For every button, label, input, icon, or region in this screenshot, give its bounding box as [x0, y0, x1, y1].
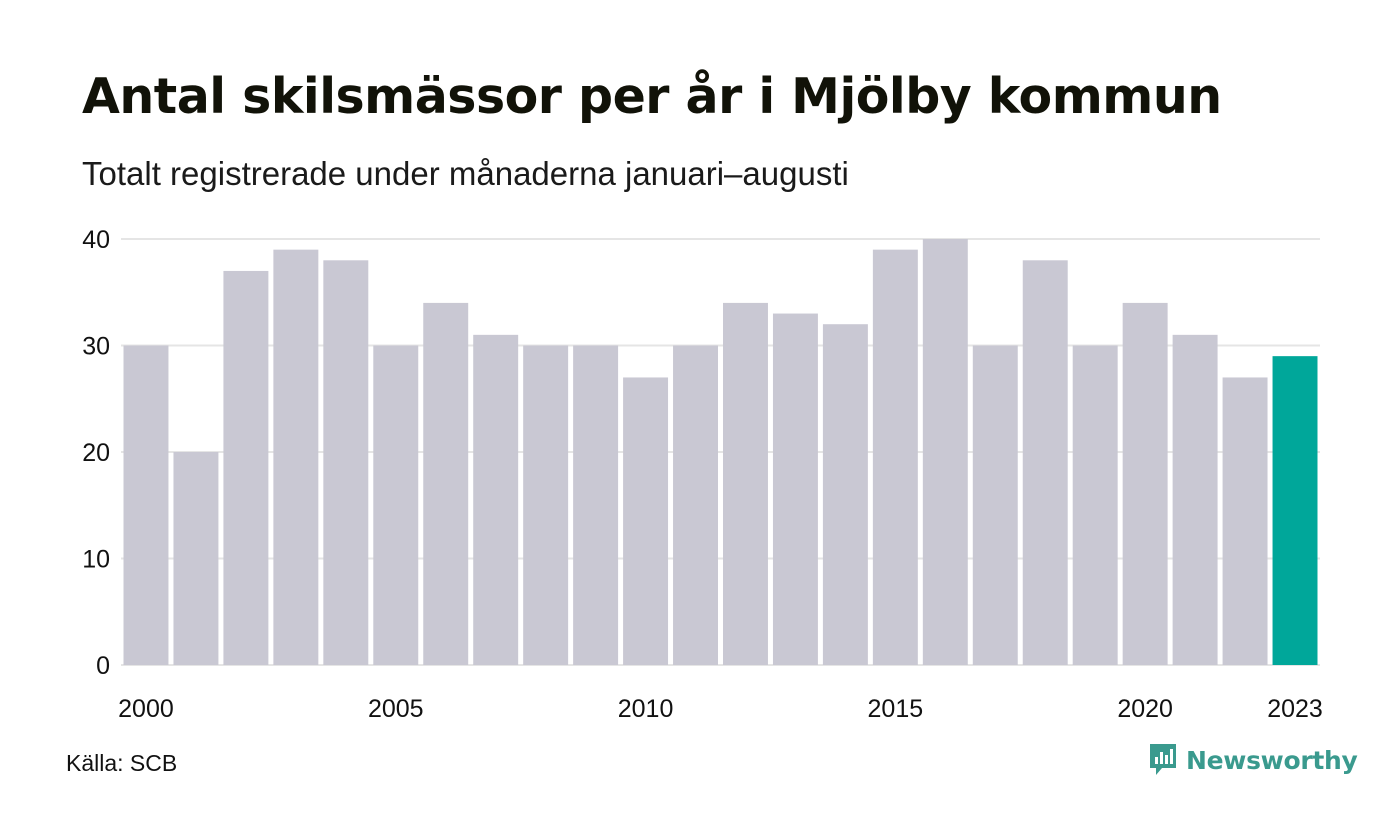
- bar-2021: [1172, 334, 1218, 665]
- x-tick-label: 2020: [1117, 695, 1173, 723]
- bar-2003: [273, 249, 319, 665]
- grid-lines: [121, 238, 1320, 666]
- bar-2020: [1122, 302, 1168, 665]
- bar-chart: 0 10 20 30 40 2000 2005 2010 2015 2020 2023: [82, 226, 1323, 723]
- x-tick-label: 2000: [118, 695, 174, 723]
- bar-2016: [922, 239, 968, 665]
- bar-2005: [373, 345, 419, 665]
- bar-2022: [1222, 377, 1268, 665]
- bar-2006: [423, 302, 469, 665]
- bar-2008: [523, 345, 569, 665]
- y-tick-label: 10: [82, 546, 110, 574]
- bar-2013: [772, 313, 818, 665]
- brand-name: Newsworthy: [1186, 745, 1358, 775]
- x-tick-label: 2010: [618, 695, 674, 723]
- y-tick-label: 30: [82, 333, 110, 361]
- bar-2002: [223, 270, 269, 665]
- bar-2012: [723, 302, 768, 665]
- bar-2000: [123, 345, 169, 665]
- chart-subtitle: Totalt registrerade under månaderna janu…: [82, 155, 849, 192]
- bar-2010: [623, 377, 669, 665]
- bar-2019: [1072, 345, 1118, 665]
- x-tick-label: 2023: [1267, 695, 1323, 723]
- source-note: Källa: SCB: [66, 750, 178, 776]
- y-tick-label: 20: [82, 439, 110, 467]
- bar-2014: [822, 324, 868, 665]
- bar-2009: [573, 345, 619, 665]
- brand-logo: Newsworthy: [1148, 742, 1358, 778]
- bar-2017: [972, 345, 1018, 665]
- x-tick-label: 2015: [868, 695, 924, 723]
- x-axis-labels: 2000 2005 2010 2015 2020 2023: [118, 695, 1323, 723]
- y-axis-labels: 0 10 20 30 40: [82, 226, 110, 680]
- x-tick-label: 2005: [368, 695, 424, 723]
- y-tick-label: 40: [82, 226, 110, 254]
- bar-2011: [673, 345, 718, 665]
- bar-2018: [1022, 260, 1068, 665]
- bars: [123, 239, 1318, 665]
- y-tick-label: 0: [96, 652, 110, 680]
- bar-2007: [473, 334, 519, 665]
- newsworthy-logo-icon: [1150, 744, 1176, 775]
- chart-title: Antal skilsmässor per år i Mjölby kommun: [82, 68, 1222, 125]
- bar-2001: [173, 452, 219, 665]
- bar-2004: [323, 260, 369, 665]
- bar-2023: [1272, 356, 1318, 665]
- bar-2015: [872, 249, 918, 665]
